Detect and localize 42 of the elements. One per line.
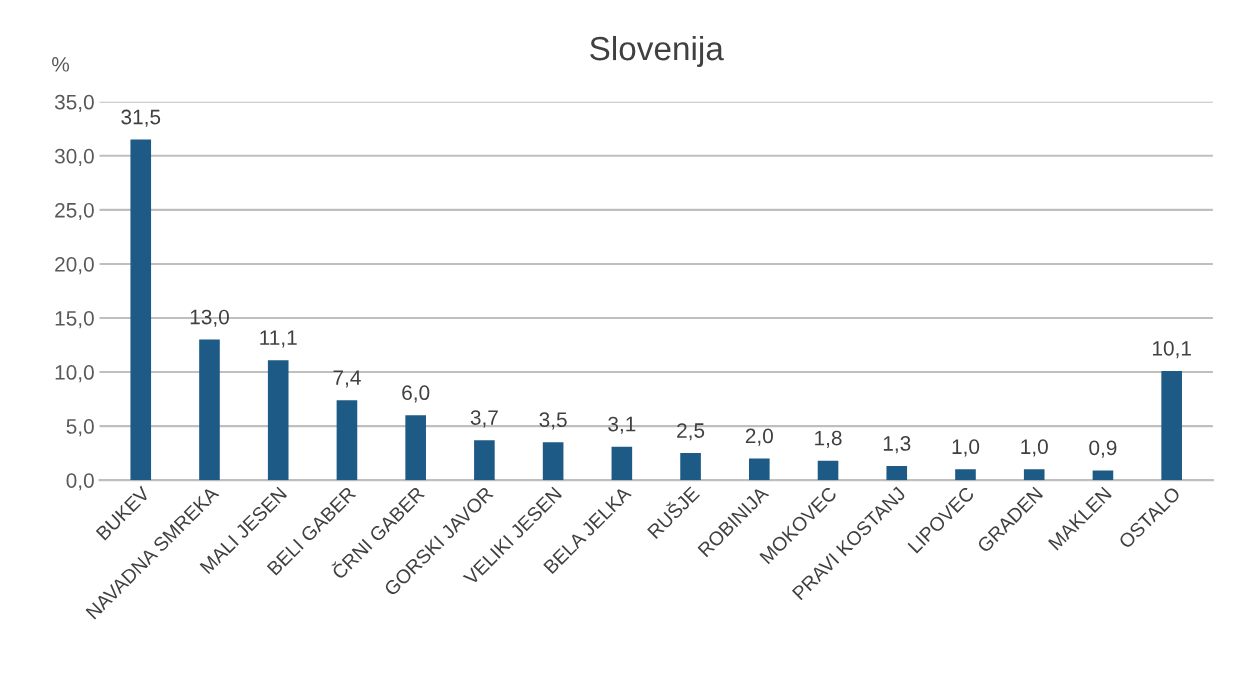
bar bbox=[267, 360, 289, 481]
data-label: 10,1 bbox=[1152, 340, 1191, 359]
y-tick-label: 15,0 bbox=[55, 310, 94, 329]
data-label: 31,5 bbox=[121, 109, 161, 127]
bar bbox=[336, 400, 358, 481]
bar bbox=[886, 466, 908, 481]
y-tick-label: 10,0 bbox=[55, 365, 94, 383]
y-axis-title: % bbox=[52, 57, 70, 72]
data-label: 2,0 bbox=[745, 428, 773, 446]
y-tick-label: 30,0 bbox=[54, 148, 94, 167]
bar bbox=[199, 339, 220, 481]
bar bbox=[611, 446, 633, 481]
chart-title: Slovenija bbox=[590, 35, 724, 68]
y-tick-label: 35,0 bbox=[54, 94, 94, 112]
data-label: 11,1 bbox=[260, 330, 297, 348]
bar bbox=[405, 415, 426, 481]
bar bbox=[817, 460, 839, 481]
y-tick-label: 0,0 bbox=[66, 473, 94, 491]
data-label: 3,1 bbox=[608, 416, 636, 434]
bar bbox=[748, 458, 770, 481]
bar bbox=[1161, 370, 1182, 481]
data-label: 3,5 bbox=[539, 412, 567, 430]
data-label: 2,5 bbox=[677, 423, 705, 441]
data-label: 0,9 bbox=[1089, 440, 1117, 458]
data-label: 6,0 bbox=[402, 385, 430, 403]
data-label: 1,8 bbox=[815, 430, 842, 448]
bar bbox=[542, 442, 564, 481]
y-tick-label: 5,0 bbox=[66, 419, 94, 437]
data-label: 1,0 bbox=[1021, 439, 1048, 457]
bar bbox=[955, 469, 976, 481]
bar bbox=[1092, 470, 1114, 481]
data-label: 3,7 bbox=[470, 410, 498, 428]
bar bbox=[680, 453, 701, 481]
data-label: 7,4 bbox=[333, 370, 361, 388]
data-label: 1,3 bbox=[883, 436, 911, 454]
bar bbox=[1023, 469, 1045, 481]
data-label: 1,0 bbox=[952, 439, 980, 457]
bar bbox=[474, 440, 495, 481]
y-tick-label: 20,0 bbox=[55, 256, 94, 275]
y-tick-label: 25,0 bbox=[55, 202, 94, 221]
data-label: 13,0 bbox=[190, 309, 229, 327]
bar bbox=[130, 139, 152, 481]
